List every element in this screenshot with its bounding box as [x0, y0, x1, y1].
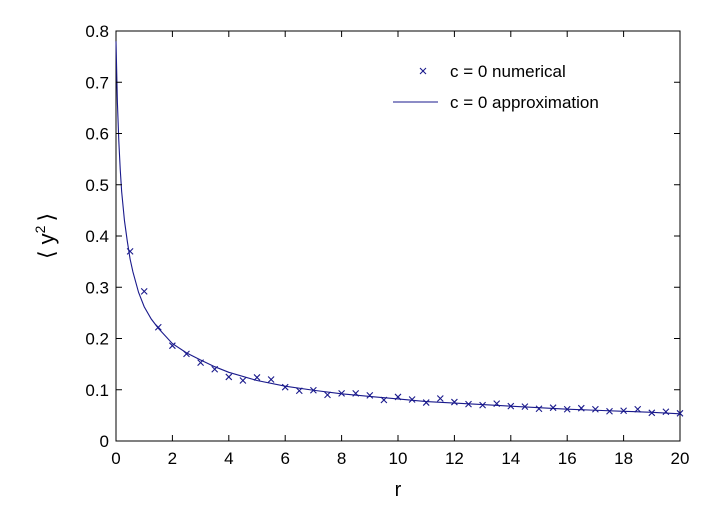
y-axis-title-sup: 2: [32, 225, 48, 233]
data-marks: [115, 41, 684, 417]
y-tick-label: 0.6: [85, 125, 109, 144]
numerical-point: [310, 386, 317, 394]
numerical-point: [394, 393, 402, 401]
x-tick-label: 4: [224, 449, 233, 468]
y-tick-label: 0.1: [85, 381, 109, 400]
x-tick-label: 0: [111, 449, 120, 468]
numerical-point: [126, 247, 134, 255]
numerical-point: [197, 359, 204, 366]
numerical-point: [380, 396, 388, 404]
legend: c = 0 numerical c = 0 approximation: [393, 62, 599, 112]
legend-label-numerical: c = 0 numerical: [450, 62, 566, 81]
y-tick-label: 0.4: [85, 227, 109, 246]
numerical-point: [620, 407, 627, 415]
x-axis-title: r: [395, 479, 402, 501]
x-tick-label: 14: [501, 449, 520, 468]
numerical-point: [169, 342, 176, 350]
numerical-point: [479, 401, 486, 409]
y-tick-label: 0: [100, 432, 109, 451]
y-tick-label: 0.2: [85, 330, 109, 349]
numerical-point: [140, 287, 148, 295]
x-tick-label: 2: [168, 449, 177, 468]
numerical-point: [451, 398, 458, 406]
y-tick-label: 0.3: [85, 278, 109, 297]
axis-ticks: 0 2 4 6 8 10 12 14 16 18 20 0 0.1 0.2 0.3 0.4 0.5 0.6 0.7 0…: [85, 22, 689, 468]
y-tick-label: 0.5: [85, 176, 109, 195]
x-tick-label: 12: [445, 449, 464, 468]
y-axis-title-close: ⟩: [34, 213, 59, 222]
y-tick-label: 0.7: [85, 73, 109, 92]
legend-label-approximation: c = 0 approximation: [450, 93, 599, 112]
numerical-point: [436, 395, 444, 402]
y-tick-label: 0.8: [85, 22, 109, 41]
numerical-point: [295, 387, 303, 395]
numerical-point: [239, 377, 247, 384]
numerical-point: [535, 405, 543, 413]
numerical-point: [662, 408, 670, 416]
numerical-point: [267, 376, 275, 383]
y-axis-title-base: ⟨ y: [34, 233, 59, 259]
numerical-point: [648, 409, 656, 417]
numerical-point: [676, 409, 684, 417]
numerical-point: [211, 365, 219, 373]
numerical-point: [366, 391, 374, 399]
numerical-point: [154, 323, 162, 331]
numerical-point: [281, 383, 289, 391]
legend-marker-x: [419, 67, 427, 75]
numerical-point: [225, 373, 233, 381]
legend-item-numerical: c = 0 numerical: [419, 62, 566, 81]
numerical-point: [563, 405, 571, 413]
numerical-point: [465, 400, 472, 408]
x-tick-label: 6: [280, 449, 289, 468]
x-tick-label: 10: [389, 449, 408, 468]
numerical-point: [352, 389, 360, 397]
x-tick-label: 8: [337, 449, 346, 468]
numerical-point: [634, 405, 642, 413]
numerical-point: [422, 399, 430, 406]
numerical-point: [507, 402, 515, 410]
legend-item-approximation: c = 0 approximation: [393, 93, 599, 112]
numerical-point: [606, 407, 613, 415]
numerical-point: [493, 400, 501, 407]
y-axis-title: ⟨ y2 ⟩: [32, 213, 59, 259]
numerical-point: [324, 391, 331, 399]
numerical-point: [183, 350, 190, 358]
x-tick-label: 18: [614, 449, 633, 468]
x-tick-label: 20: [671, 449, 690, 468]
x-tick-label: 16: [558, 449, 577, 468]
numerical-point: [521, 403, 529, 411]
numerical-point: [577, 404, 585, 412]
numerical-point: [592, 405, 599, 413]
numerical-point: [253, 374, 261, 381]
numerical-point: [408, 396, 416, 403]
numerical-point: [338, 389, 345, 397]
numerical-point: [549, 404, 557, 412]
